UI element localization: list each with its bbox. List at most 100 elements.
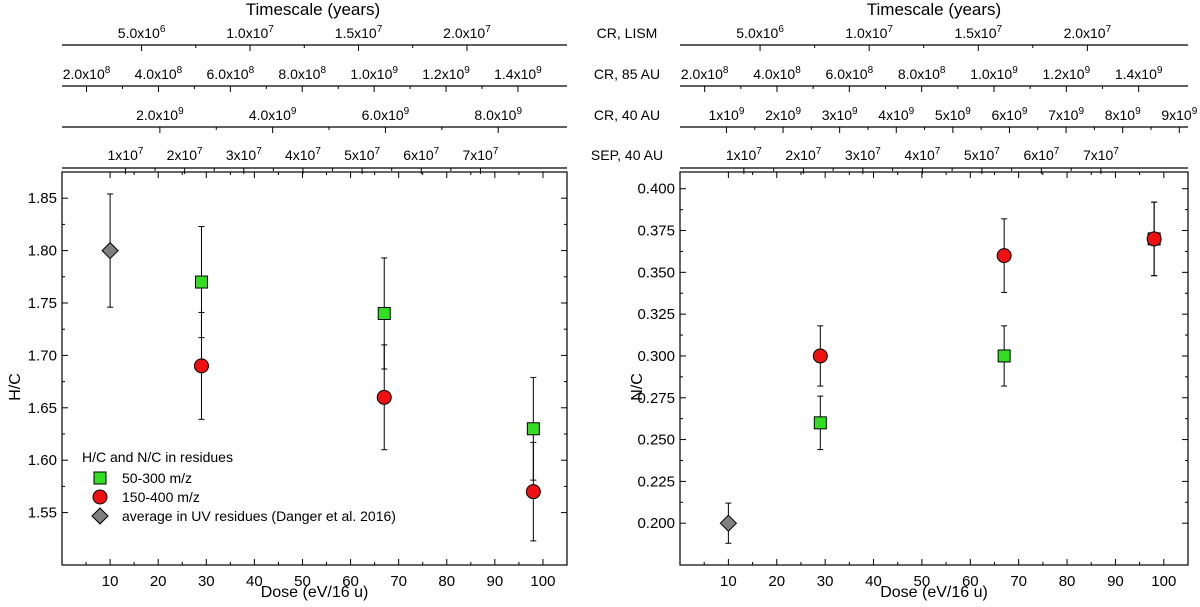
timescale-tick-label: 8.0x108	[278, 65, 326, 82]
y-tick-label: 0.400	[637, 181, 675, 198]
y-tick-label: 1.85	[28, 190, 57, 207]
x-tick-label: 70	[1010, 573, 1027, 590]
x-tick-label: 90	[487, 573, 504, 590]
y-tick-label: 0.375	[637, 223, 675, 240]
timescale-row-label: SEP, 40 AU	[591, 147, 663, 163]
timescale-tick-label: 1.0x109	[350, 65, 398, 82]
timescale-tick-label: 1.2x109	[1043, 65, 1091, 82]
legend-marker-circle	[92, 489, 108, 505]
x-tick-label: 60	[962, 573, 979, 590]
data-point-circle	[525, 484, 541, 500]
timescale-title: Timescale (years)	[867, 0, 1001, 19]
plot-frame	[61, 171, 568, 566]
data-point-diamond	[719, 514, 738, 532]
data-point-circle	[376, 389, 392, 405]
timescale-tick-label: 2.0x107	[443, 24, 491, 41]
timescale-tick-label: 1.2x109	[422, 65, 470, 82]
timescale-tick-label: 1x109	[708, 106, 744, 123]
timescale-tick-label: 2.0x108	[681, 65, 729, 82]
timescale-tick-label: 1.5x107	[954, 24, 1002, 41]
y-tick-label: 0.275	[637, 390, 675, 407]
timescale-axes-left: Timescale (years) 5.0x106 1.0x107 1.5x107 2.…	[62, 0, 663, 174]
panel-right: 10 20 30 40 50 60 70 80 90 100 0.200 0.225 0.250 0.27…	[629, 0, 1198, 601]
data-point-square	[526, 422, 540, 436]
y-tick-label: 1.60	[28, 452, 57, 469]
timescale-tick-label: 7x107	[1083, 146, 1119, 163]
timescale-tick-label: 1x107	[726, 146, 762, 163]
y-tick-label: 1.75	[28, 295, 57, 312]
timescale-tick-label: 8.0x109	[474, 106, 522, 123]
data-point-square	[997, 349, 1011, 363]
data-point-circle	[1146, 231, 1162, 247]
y-tick-label: 1.80	[28, 243, 57, 260]
timescale-tick-label: 4x107	[285, 146, 321, 163]
timescale-row-label: CR, 85 AU	[594, 66, 660, 82]
data-point-circle	[193, 358, 209, 374]
timescale-tick-label: 4.0x109	[249, 106, 297, 123]
x-tick-label: 50	[294, 573, 311, 590]
timescale-tick-label: 1.4x109	[1115, 65, 1163, 82]
timescale-tick-label: 3x107	[226, 146, 262, 163]
timescale-tick-label: 6.0x109	[362, 106, 410, 123]
data-point-diamond	[101, 241, 119, 260]
legend-title: H/C and N/C in residues	[82, 449, 233, 465]
x-tick-label: 80	[438, 573, 455, 590]
timescale-tick-label: 5x109	[935, 106, 971, 123]
y-tick-label: 1.70	[28, 347, 57, 364]
timescale-tick-label: 9x109	[1161, 106, 1197, 123]
timescale-tick-label: 5.0x106	[736, 24, 784, 41]
x-axis-label: Dose (eV/16 u)	[880, 584, 988, 601]
x-tick-label: 60	[342, 573, 359, 590]
x-tick-label: 30	[817, 573, 834, 590]
y-tick-label: 1.55	[28, 505, 57, 522]
x-tick-label: 20	[150, 573, 167, 590]
timescale-tick-label: 5.0x106	[118, 24, 166, 41]
timescale-tick-label: 4x107	[904, 146, 940, 163]
data-point-square	[194, 275, 208, 289]
x-tick-label: 10	[720, 573, 737, 590]
y-tick-label: 0.200	[637, 515, 675, 532]
timescale-tick-label: 5x107	[344, 146, 380, 163]
x-tick-label: 80	[1059, 573, 1076, 590]
timescale-tick-label: 2.0x108	[63, 65, 111, 82]
timescale-tick-label: 2.0x107	[1064, 24, 1112, 41]
timescale-tick-label: 7x107	[462, 146, 498, 163]
timescale-tick-label: 3x109	[822, 106, 858, 123]
timescale-tick-label: 6x107	[403, 146, 439, 163]
data-point-circle	[812, 348, 828, 364]
x-tick-label: 20	[768, 573, 785, 590]
timescale-tick-label: 6.0x108	[826, 65, 874, 82]
data-point-square	[813, 416, 827, 430]
y-tick-label: 0.350	[637, 264, 675, 281]
y-tick-label: 0.325	[637, 306, 675, 323]
panel-left: 10 20 30 40 50 60 70 80 90 100 1.55 1.60 1.65 1.70 1.7…	[7, 0, 663, 601]
x-tick-label: 40	[246, 573, 263, 590]
timescale-tick-label: 4.0x108	[753, 65, 801, 82]
x-tick-label: 10	[102, 573, 119, 590]
y-tick-label: 1.65	[28, 400, 57, 417]
legend-label: average in UV residues (Danger et al. 20…	[122, 508, 396, 524]
timescale-tick-label: 2x109	[765, 106, 801, 123]
timescale-tick-label: 1.5x107	[335, 24, 383, 41]
timescale-tick-label: 7x109	[1048, 106, 1084, 123]
timescale-tick-label: 5x107	[964, 146, 1000, 163]
y-tick-label: 0.225	[637, 473, 675, 490]
x-axis-label: Dose (eV/16 u)	[261, 584, 369, 601]
x-tick-label: 90	[1107, 573, 1124, 590]
timescale-tick-label: 1.0x107	[226, 24, 274, 41]
y-tick-label: 0.300	[637, 348, 675, 365]
timescale-row-label: CR, 40 AU	[594, 107, 660, 123]
x-tick-label: 30	[198, 573, 215, 590]
legend: H/C and N/C in residues 50-300 m/z 150-400…	[82, 449, 396, 525]
x-tick-label: 40	[865, 573, 882, 590]
timescale-tick-label: 8x109	[1105, 106, 1141, 123]
x-tick-label: 70	[390, 573, 407, 590]
timescale-title: Timescale (years)	[246, 0, 380, 19]
y-axis-label: H/C	[7, 373, 24, 401]
timescale-tick-label: 1.0x109	[970, 65, 1018, 82]
y-tick-label: 0.250	[637, 432, 675, 449]
legend-label: 50-300 m/z	[122, 470, 192, 486]
data-point-square	[377, 306, 391, 320]
timescale-tick-label: 2.0x109	[136, 106, 184, 123]
